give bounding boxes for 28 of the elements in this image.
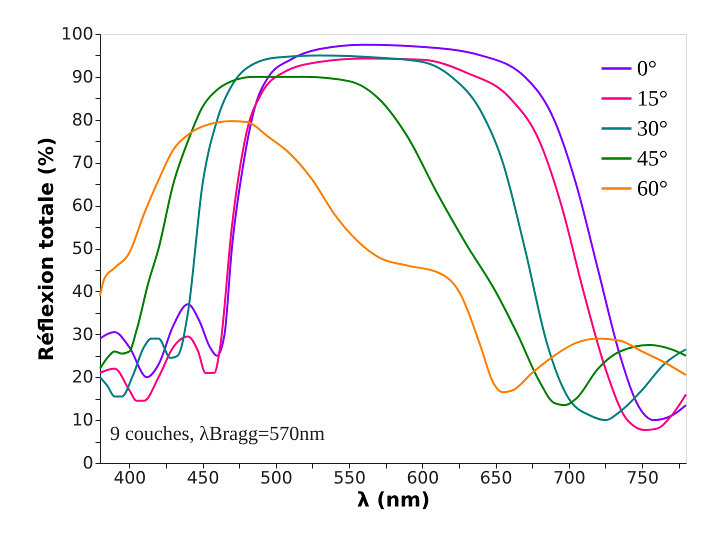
x-tick-label: 650 — [480, 468, 512, 488]
annotation: 9 couches, λBragg=570nm — [110, 423, 326, 445]
y-tick-label: 10 — [72, 410, 94, 431]
y-tick-label: 80 — [72, 110, 94, 130]
legend-label: 30° — [637, 116, 668, 140]
x-axis-title: λ (nm) — [357, 488, 430, 512]
legend-label: 0° — [637, 56, 657, 80]
y-tick-label: 20 — [72, 368, 94, 388]
y-tick-label: 100 — [61, 24, 94, 44]
y-tick-label: 70 — [72, 153, 94, 174]
legend-label: 15° — [637, 86, 668, 110]
x-tick-label: 700 — [553, 468, 586, 488]
legend-label: 45° — [637, 146, 668, 170]
y-tick-label: 30 — [72, 324, 94, 345]
x-tick-label: 550 — [333, 468, 366, 488]
x-tick-label: 450 — [186, 468, 220, 488]
x-tick-label: 400 — [114, 468, 146, 488]
x-tick-label: 500 — [260, 468, 293, 488]
y-tick-label: 60 — [72, 196, 94, 216]
y-tick-label: 50 — [72, 239, 94, 259]
y-axis-title: Réflexion totale (%) — [34, 136, 58, 362]
y-tick-label: 0 — [82, 454, 94, 474]
x-tick-label: 600 — [406, 468, 440, 488]
legend-label: 60° — [637, 176, 668, 200]
y-tick-label: 40 — [72, 282, 94, 302]
y-tick-label: 90 — [72, 67, 94, 88]
line-series — [99, 120, 687, 394]
x-tick-label: 750 — [626, 468, 659, 488]
